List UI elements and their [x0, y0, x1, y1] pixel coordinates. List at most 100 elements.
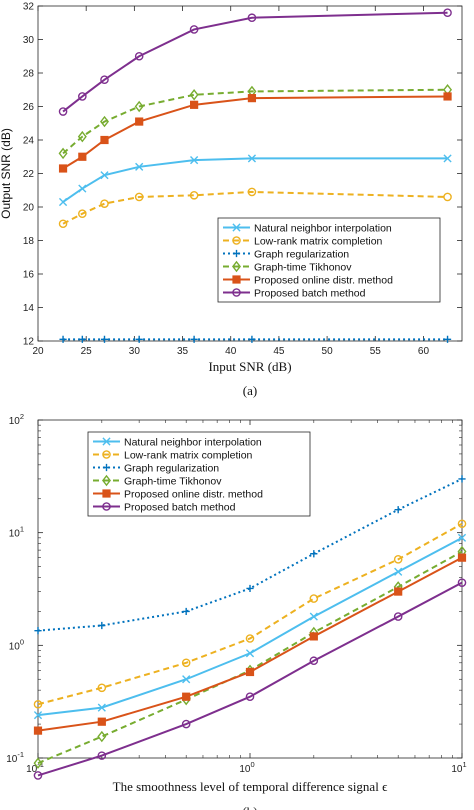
y-tick-label: 32 — [23, 2, 35, 13]
data-point — [33, 771, 43, 780]
data-point — [134, 51, 144, 61]
legend-entry: Graph regularization — [124, 462, 219, 474]
data-point — [100, 171, 109, 180]
y-tick-exponent: 2 — [20, 412, 24, 421]
data-point — [181, 719, 191, 729]
x-tick-label: 25 — [81, 346, 93, 357]
series-line — [62, 190, 448, 225]
data-point — [181, 658, 191, 668]
legend-entry: Proposed batch method — [124, 501, 236, 513]
data-point — [182, 692, 191, 701]
legend-entry: Natural neighbor interpolation — [124, 436, 262, 448]
y-tick-label: 20 — [23, 203, 35, 214]
x-tick-base: 10 — [451, 764, 463, 775]
y-tick-label: 26 — [23, 102, 35, 113]
series-line — [37, 581, 463, 777]
data-point — [443, 192, 452, 202]
data-point — [134, 192, 144, 202]
data-point — [58, 164, 68, 173]
data-point — [189, 25, 199, 34]
x-tick-label: 40 — [225, 346, 237, 357]
y-tick-label: 16 — [23, 270, 35, 281]
data-point — [97, 751, 107, 760]
y-tick-label: 28 — [23, 69, 35, 80]
data-point — [78, 152, 87, 161]
data-point — [135, 117, 144, 126]
legend-marker — [102, 450, 111, 459]
legend-marker — [102, 463, 111, 472]
legend-entry: Low-rank matrix completion — [254, 235, 383, 247]
data-point — [247, 13, 257, 23]
y-axis-label: RMSE — [0, 572, 1, 607]
data-point — [33, 711, 43, 720]
data-point — [78, 335, 86, 343]
series-6 — [33, 578, 467, 780]
data-point — [309, 656, 319, 666]
series-1 — [33, 533, 467, 720]
data-point — [134, 100, 144, 113]
data-point — [182, 675, 191, 684]
data-point — [247, 94, 257, 103]
data-point — [100, 75, 109, 84]
chart-caption: (a) — [243, 383, 257, 398]
data-point — [58, 147, 68, 160]
legend-marker — [232, 249, 241, 258]
data-point — [457, 519, 467, 529]
data-point — [394, 506, 402, 514]
data-point — [59, 335, 67, 343]
data-point — [457, 533, 467, 542]
data-point — [190, 156, 199, 165]
y-tick-label: 12 — [23, 337, 35, 348]
data-point — [58, 107, 68, 116]
data-point — [443, 335, 452, 343]
y-tick-label: 22 — [23, 169, 35, 180]
data-point — [100, 335, 109, 343]
data-point — [98, 621, 106, 630]
data-point — [309, 594, 319, 603]
y-tick-label: 100 — [9, 637, 24, 652]
data-point — [97, 730, 107, 743]
data-point — [457, 578, 467, 587]
y-tick-base: 10 — [9, 529, 21, 540]
series-1 — [58, 154, 452, 207]
data-point — [245, 634, 255, 643]
data-point — [394, 567, 403, 576]
legend-entry: Proposed online distr. method — [254, 274, 393, 286]
y-tick-base: 10 — [9, 416, 21, 427]
data-point — [34, 627, 42, 635]
data-point — [33, 757, 43, 769]
x-axis-label: Input SNR (dB) — [208, 359, 291, 374]
data-point — [78, 184, 87, 193]
data-point — [33, 699, 43, 709]
legend-marker — [102, 502, 111, 511]
data-point — [189, 190, 199, 200]
data-point — [393, 555, 403, 564]
data-point — [309, 632, 318, 641]
legend-entry: Proposed batch method — [254, 287, 366, 299]
y-axis-label: Output SNR (dB) — [0, 128, 13, 219]
data-point — [182, 607, 190, 616]
legend-marker — [232, 275, 241, 284]
data-point — [443, 92, 452, 101]
series-3 — [34, 475, 466, 635]
data-point — [100, 135, 109, 145]
data-point — [135, 162, 144, 171]
data-point — [77, 130, 87, 143]
legend-entry: Low-rank matrix completion — [124, 449, 253, 461]
legend-entry: Natural neighbor interpolation — [254, 222, 392, 234]
x-tick-label: 45 — [273, 346, 285, 357]
data-point — [97, 703, 106, 712]
y-tick-exponent: 1 — [20, 525, 24, 534]
data-point — [458, 475, 466, 483]
y-tick-label: 24 — [23, 136, 35, 147]
series-5 — [58, 92, 452, 173]
x-tick-label: 60 — [418, 346, 430, 357]
legend-marker — [102, 489, 111, 498]
legend-marker — [232, 288, 241, 297]
data-point — [394, 587, 403, 596]
data-point — [245, 692, 255, 702]
x-tick-exponent: 1 — [462, 760, 466, 769]
data-point — [457, 553, 467, 562]
